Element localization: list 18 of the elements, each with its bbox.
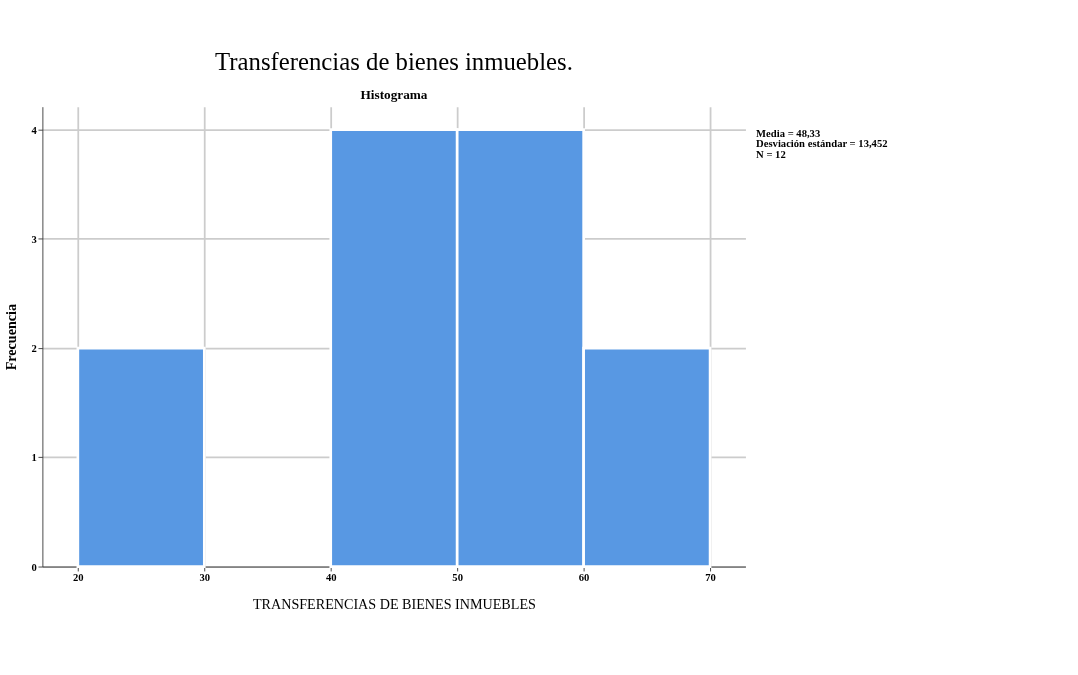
y-tick-label: 4 <box>31 124 38 136</box>
x-axis-title: TRANSFERENCIAS DE BIENES INMUEBLES <box>252 595 536 612</box>
y-tick-label: 1 <box>31 452 37 464</box>
y-axis-title: Frecuencia <box>3 303 20 371</box>
y-tick-label: 2 <box>31 343 37 355</box>
x-tick-label: 50 <box>452 572 463 584</box>
text: N = 12 <box>756 149 786 161</box>
x-tick-label: 20 <box>72 572 84 584</box>
chart-title: Transferencias de bienes inmuebles. <box>215 48 573 76</box>
y-tick-label: 3 <box>31 233 37 245</box>
chart-subtitle: Histograma <box>360 86 428 102</box>
y-tick-label: 0 <box>31 561 37 573</box>
text: Desviación estándar = 13,452 <box>756 138 888 150</box>
x-tick-label: 40 <box>325 572 337 584</box>
text: Media = 48,33 <box>756 127 821 139</box>
x-tick-label: 60 <box>578 572 590 584</box>
x-tick-label: 70 <box>705 572 716 584</box>
x-tick-label: 30 <box>199 572 211 584</box>
